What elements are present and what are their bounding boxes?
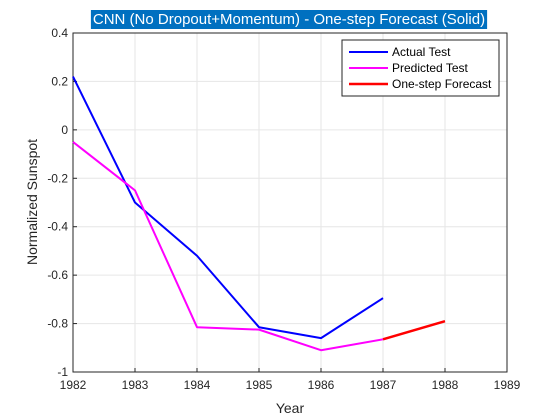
y-tick-label: 0.2 — [51, 74, 68, 88]
axis-ticks: 1982 1983 1984 1985 1986 1987 1988 1989 -1 -0.8 -0… — [47, 26, 520, 392]
series-line-predicted-test — [72, 141, 384, 352]
y-tick-label: -0.2 — [47, 171, 68, 185]
y-tick-label: 0 — [61, 123, 68, 137]
x-tick-label: 1986 — [308, 378, 335, 392]
x-axis-label: Year — [276, 400, 305, 416]
title-background — [90, 10, 488, 29]
y-tick-label: -0.4 — [47, 220, 68, 234]
series-lines — [72, 76, 446, 352]
chart-title: CNN (No Dropout+Momentum) - One-step For… — [93, 11, 485, 28]
series-line-one-step-forecast — [382, 319, 446, 341]
x-tick-label: 1984 — [184, 378, 211, 392]
x-tick-label: 1983 — [122, 378, 149, 392]
legend-label-predicted-test: Predicted Test — [392, 61, 468, 75]
y-tick-label: -0.8 — [47, 317, 68, 331]
y-tick-label: -0.6 — [47, 268, 68, 282]
series-line-actual-test — [72, 76, 384, 340]
x-tick-label: 1987 — [370, 378, 397, 392]
x-tick-label: 1985 — [246, 378, 273, 392]
x-tick-label: 1989 — [494, 378, 521, 392]
y-tick-label: 0.4 — [51, 26, 68, 40]
legend-label-actual-test: Actual Test — [392, 45, 451, 59]
x-tick-label: 1988 — [432, 378, 459, 392]
x-tick-label: 1982 — [60, 378, 87, 392]
legend-label-one-step-forecast: One-step Forecast — [392, 77, 492, 91]
legend: Actual Test Predicted Test One-step Foreca… — [341, 39, 500, 97]
y-axis-label: Normalized Sunspot — [24, 139, 40, 265]
y-tick-label: -1 — [57, 365, 68, 379]
plot-area — [72, 32, 508, 373]
